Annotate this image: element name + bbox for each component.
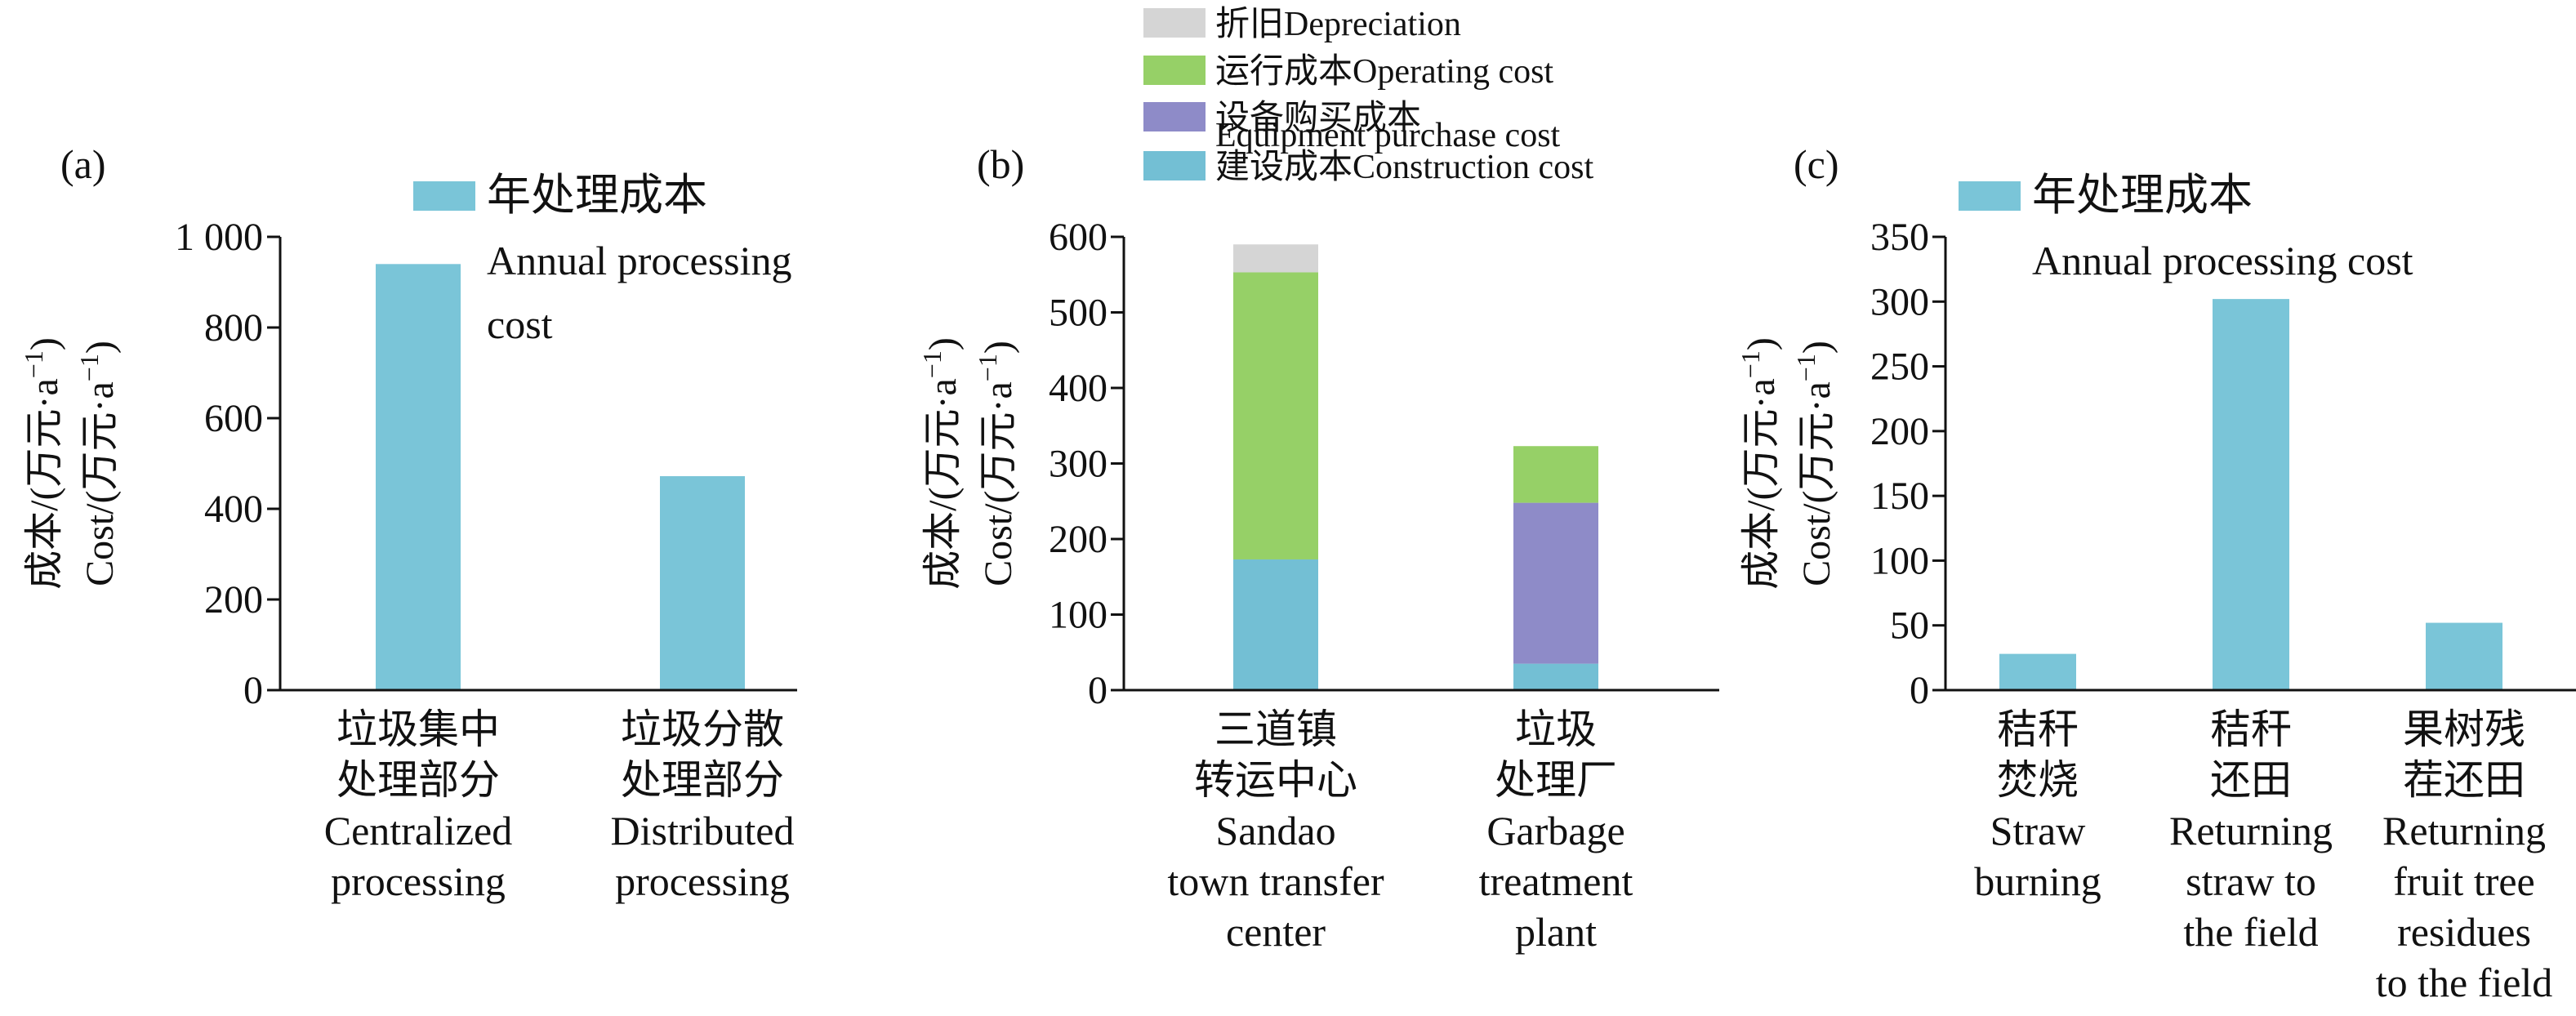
x-category-label: 垃圾集中处理部分 Centralized processing bbox=[324, 706, 512, 904]
legend-swatch bbox=[413, 181, 475, 211]
x-category-label: 垃圾分散处理部分 Distributed processing bbox=[611, 706, 795, 904]
bar-1-1 bbox=[1513, 502, 1598, 664]
y-tick-label: 0 bbox=[243, 669, 263, 712]
y-tick-label: 200 bbox=[1049, 518, 1108, 561]
legend-entry: Annual processing cost bbox=[2032, 238, 2413, 283]
bar-0-1 bbox=[2213, 299, 2289, 690]
legend-entry: 运行成本Operating cost bbox=[1215, 53, 1553, 91]
y-axis-title: Cost/(万元·a−1) bbox=[74, 341, 122, 586]
legend-entry: Equipment purchase cost bbox=[1215, 117, 1561, 154]
y-axis-title: 成本/(万元·a−1) bbox=[917, 337, 965, 590]
panel-0: (a) 0 200 400 600 800 1 000 垃圾集中处理部分 Centralized… bbox=[19, 141, 797, 904]
x-category-label: 果树残茬还田 Returning fruit tree residues to the … bbox=[2376, 706, 2553, 1005]
y-tick-label: 150 bbox=[1870, 475, 1929, 518]
y-tick-label: 350 bbox=[1870, 216, 1929, 259]
y-tick-label: 0 bbox=[1088, 669, 1108, 712]
bar-2-0 bbox=[1233, 272, 1318, 559]
legend-swatch bbox=[1143, 102, 1206, 131]
x-category-label: 秸秆焚烧 Straw burning bbox=[1974, 706, 2101, 904]
y-tick-label: 0 bbox=[1910, 669, 1929, 712]
legend-entry: cost bbox=[487, 301, 553, 347]
legend-entry: 折旧Depreciation bbox=[1215, 6, 1461, 43]
legend-entry: 建设成本Construction cost bbox=[1215, 149, 1593, 186]
y-axis-title: 成本/(万元·a−1) bbox=[1736, 337, 1783, 590]
legend-swatch bbox=[1959, 181, 2021, 211]
panel-label: (b) bbox=[977, 141, 1024, 187]
x-category-label: 三道镇转运中心 Sandao town transfer center bbox=[1167, 706, 1384, 955]
bar-2-1 bbox=[1513, 446, 1598, 503]
bar-0-1 bbox=[1513, 663, 1598, 690]
y-tick-label: 300 bbox=[1870, 280, 1929, 323]
y-axis-title: Cost/(万元·a−1) bbox=[973, 341, 1020, 586]
y-tick-label: 400 bbox=[204, 488, 263, 531]
bar-3-0 bbox=[1233, 244, 1318, 273]
y-tick-label: 800 bbox=[204, 306, 263, 350]
bar-0-1 bbox=[660, 476, 745, 690]
y-tick-label: 500 bbox=[1049, 292, 1108, 335]
y-tick-label: 600 bbox=[204, 397, 263, 440]
x-category-label: 垃圾处理厂 Garbage treatment plant bbox=[1479, 706, 1633, 955]
legend-entry: Annual processing bbox=[487, 238, 792, 283]
legend-swatch bbox=[1143, 151, 1206, 180]
y-axis-title: Cost/(万元·a−1) bbox=[1791, 341, 1838, 586]
panel-2: (c) 0 50 100 150 200 250 300 350 秸秆焚烧 Straw burning… bbox=[1736, 141, 2576, 1005]
y-tick-label: 600 bbox=[1049, 216, 1108, 259]
y-tick-label: 200 bbox=[204, 578, 263, 622]
bar-0-2 bbox=[2426, 622, 2502, 690]
x-category-label: 秸秆还田 Returning straw to the field bbox=[2169, 706, 2333, 955]
bar-0-0 bbox=[1233, 559, 1318, 690]
y-tick-label: 400 bbox=[1049, 367, 1108, 410]
y-tick-label: 50 bbox=[1890, 604, 1929, 648]
legend-swatch bbox=[1143, 8, 1206, 38]
legend-entry: 设备购买成本 bbox=[1215, 100, 1421, 137]
legend-entry: 年处理成本 bbox=[487, 171, 707, 220]
legend-swatch bbox=[1143, 56, 1206, 85]
y-axis-title: 成本/(万元·a−1) bbox=[19, 337, 66, 590]
y-tick-label: 1 000 bbox=[175, 216, 263, 259]
y-tick-label: 100 bbox=[1870, 539, 1929, 582]
panel-label: (a) bbox=[60, 141, 106, 187]
panel-1: (b) 0 100 200 300 400 500 600 三道镇转运中心 Sandao town … bbox=[917, 6, 1719, 955]
y-tick-label: 100 bbox=[1049, 594, 1108, 637]
bar-0-0 bbox=[376, 264, 461, 690]
bar-0-0 bbox=[1999, 653, 2076, 690]
y-tick-label: 300 bbox=[1049, 443, 1108, 486]
y-tick-label: 250 bbox=[1870, 345, 1929, 389]
legend-entry: 年处理成本 bbox=[2032, 171, 2253, 220]
panel-label: (c) bbox=[1794, 141, 1839, 187]
y-tick-label: 200 bbox=[1870, 410, 1929, 453]
